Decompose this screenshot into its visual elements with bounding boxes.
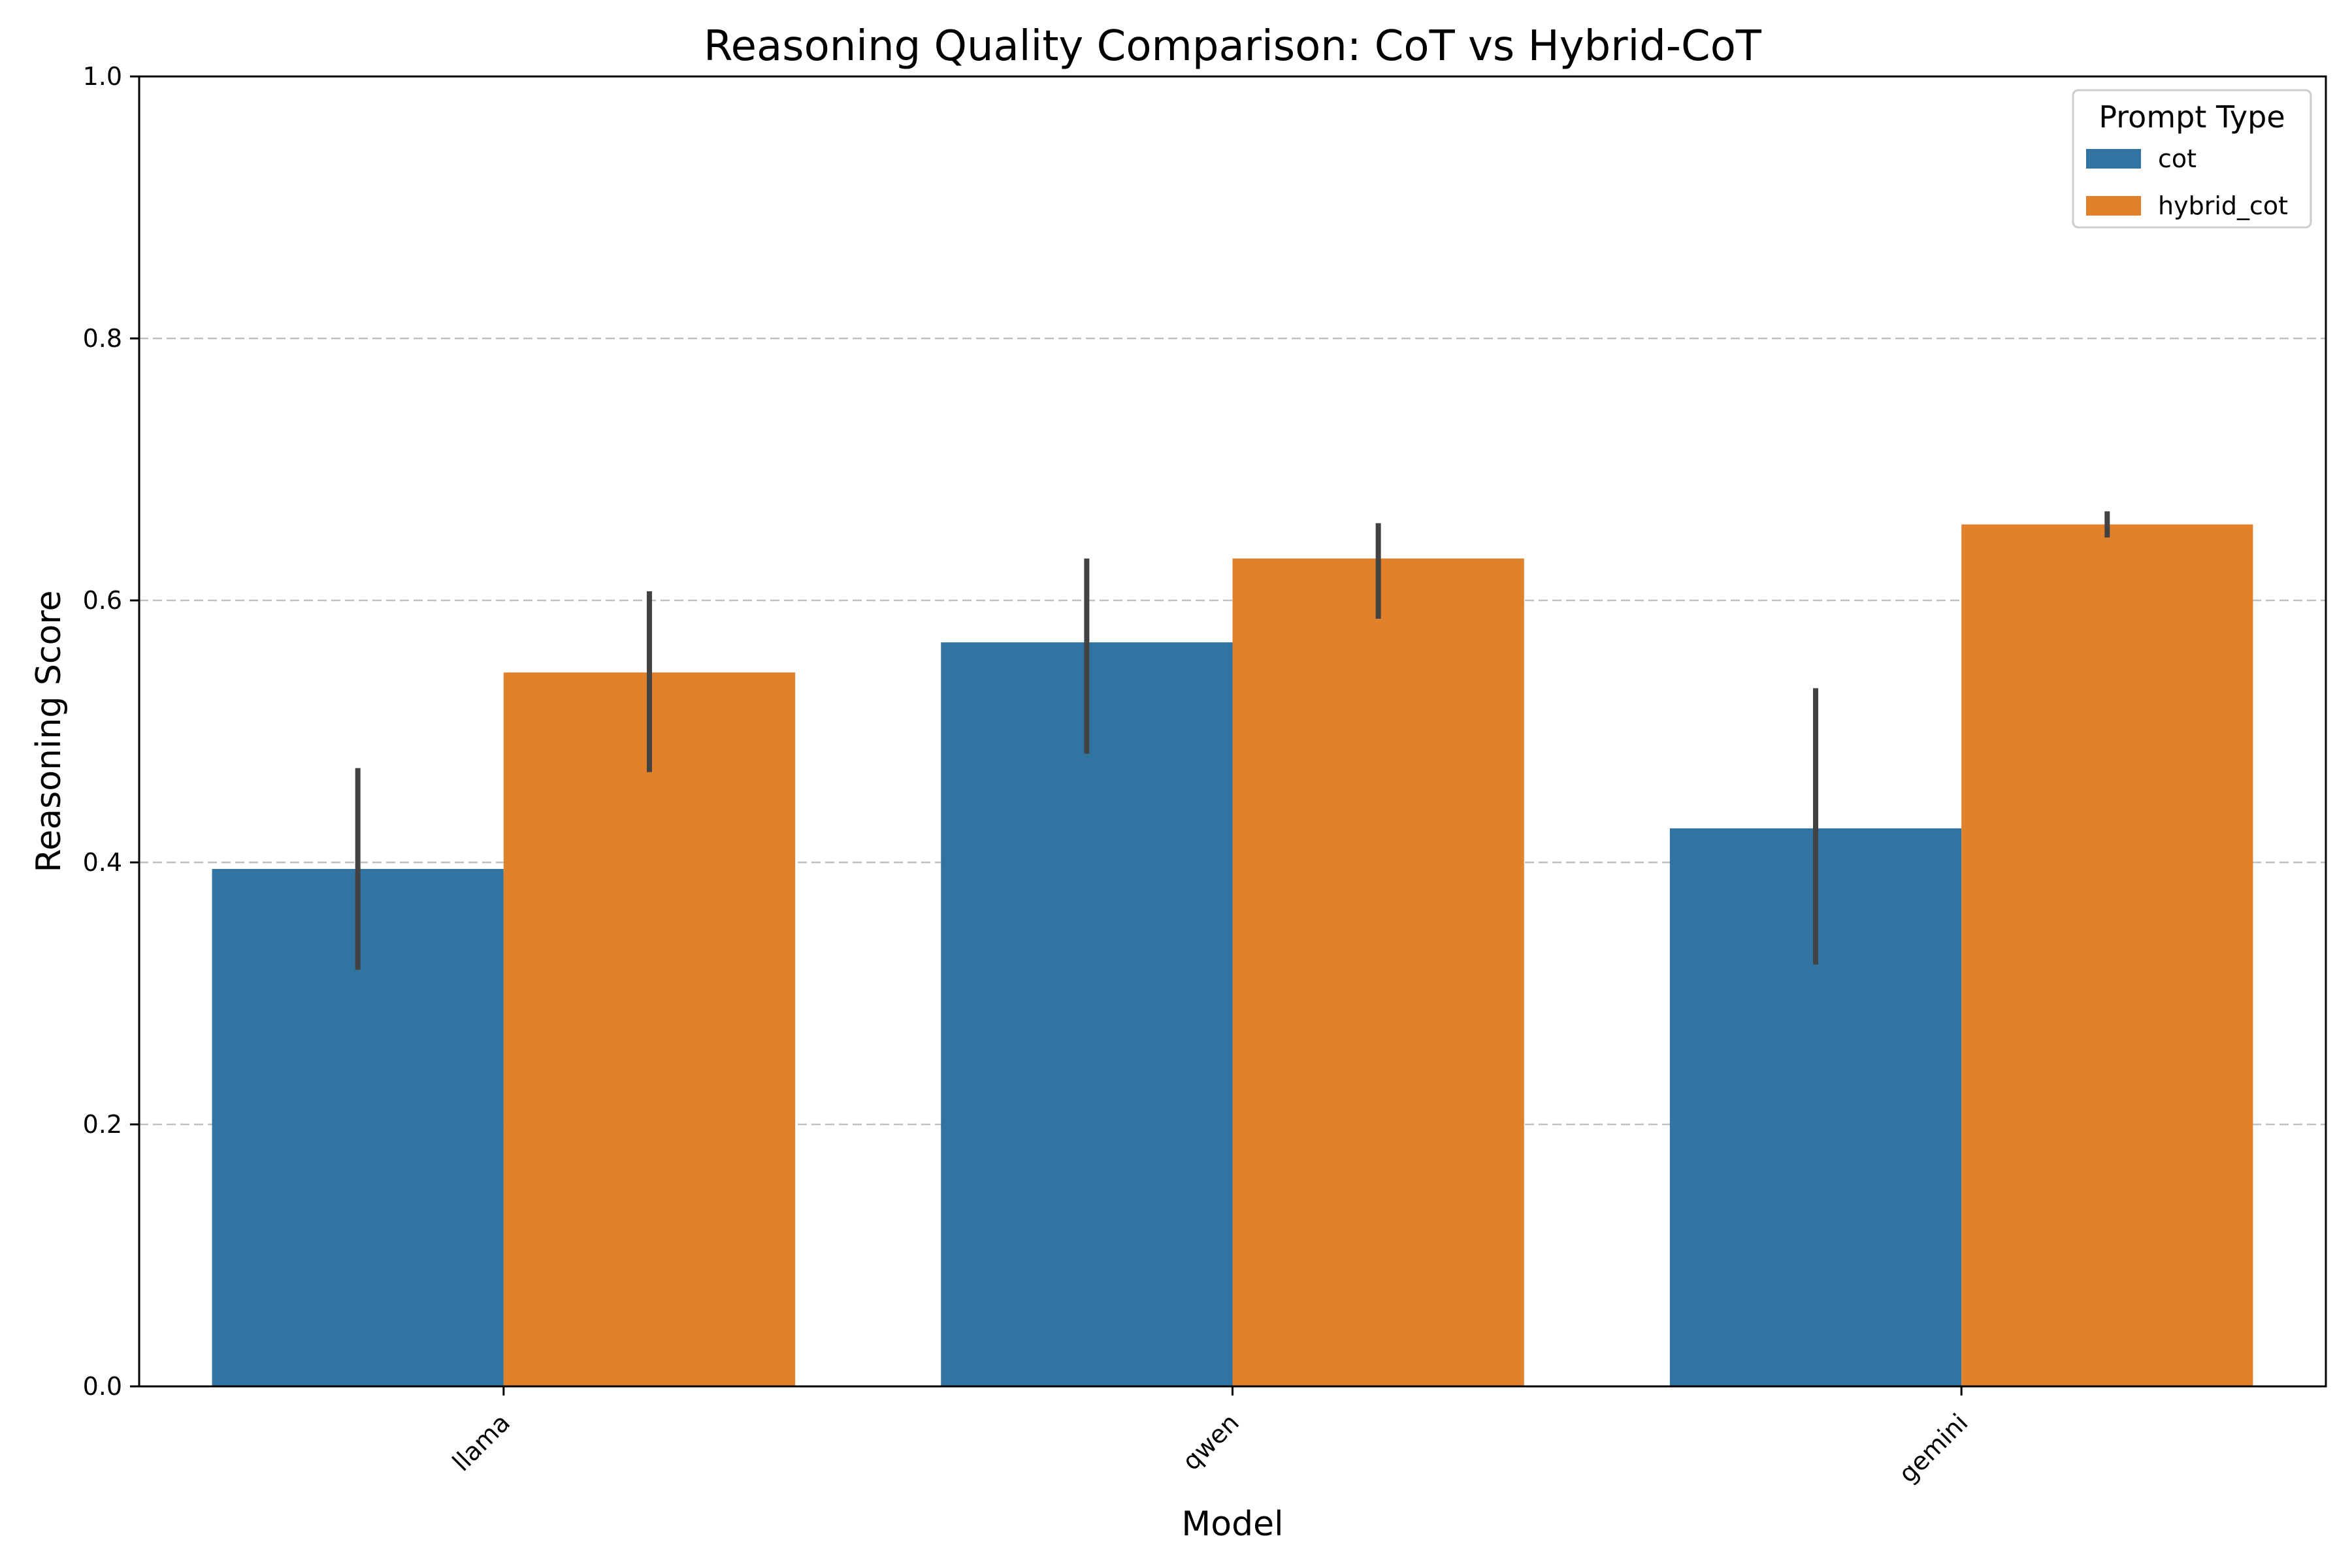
legend-items: cot hybrid_cot	[2086, 144, 2288, 220]
x-axis-ticks: llama qwen gemini	[447, 1386, 1974, 1488]
bars	[212, 524, 2253, 1387]
y-tick-label: 0.8	[83, 324, 122, 353]
y-tick-label: 1.0	[83, 62, 122, 91]
legend-label-hybrid_cot: hybrid_cot	[2158, 191, 2288, 220]
bar-cot-qwen	[941, 642, 1233, 1387]
error-bars	[355, 511, 2110, 970]
y-tick-label: 0.2	[83, 1110, 122, 1139]
legend: Prompt Type cot hybrid_cot	[2072, 89, 2312, 229]
x-tick-label-qwen: qwen	[1177, 1408, 1245, 1476]
legend-swatch-hybrid_cot	[2086, 196, 2141, 216]
legend-box	[2072, 89, 2312, 229]
bar-hybrid_cot-qwen	[1232, 558, 1524, 1386]
x-tick-label-gemini: gemini	[1893, 1408, 1974, 1488]
bar-hybrid_cot-gemini	[1961, 524, 2253, 1387]
chart-title: Reasoning Quality Comparison: CoT vs Hyb…	[704, 22, 1762, 71]
bar-hybrid_cot-llama	[503, 672, 796, 1386]
legend-swatch-cot	[2086, 149, 2141, 169]
legend-title: Prompt Type	[2099, 99, 2285, 135]
legend-label-cot: cot	[2158, 144, 2197, 173]
y-tick-label: 0.4	[83, 848, 122, 877]
y-tick-label: 0.6	[83, 586, 122, 615]
x-axis-label: Model	[1181, 1505, 1283, 1544]
y-axis-label: Reasoning Score	[29, 590, 69, 872]
y-tick-label: 0.0	[83, 1372, 122, 1401]
x-tick-label-llama: llama	[447, 1408, 515, 1477]
y-axis-ticks: 0.0 0.2 0.4 0.6 0.8 1.0	[83, 62, 139, 1401]
